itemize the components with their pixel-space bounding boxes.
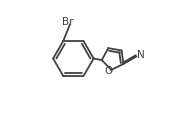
Text: N: N	[137, 50, 145, 60]
Text: O: O	[104, 66, 113, 76]
Text: Br: Br	[62, 16, 74, 27]
